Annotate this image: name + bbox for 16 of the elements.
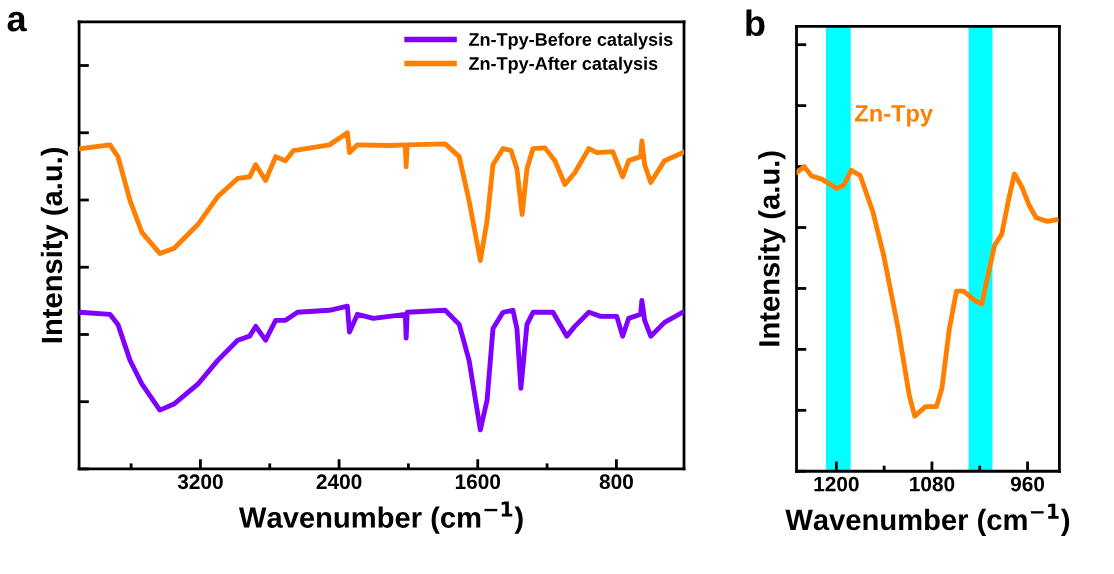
legend-label: Zn-Tpy-Before catalysis: [469, 32, 673, 50]
x-axis-title: Wavenumber (cm$^{−1}$): [785, 503, 1070, 536]
x-tick-label: 1080: [910, 476, 955, 492]
chart-title: a: [7, 11, 27, 32]
x-tick-label: 3200: [177, 474, 223, 490]
x-tick-label: 1600: [455, 474, 501, 490]
x-tick-label: 960: [1010, 476, 1045, 492]
legend-label: Zn-Tpy-After catalysis: [469, 56, 658, 74]
x-tick-label: 1200: [814, 476, 859, 492]
x-tick-label: 2400: [316, 474, 362, 490]
x-tick-label: 800: [599, 474, 633, 490]
y-axis-title: Intensity (a.u.): [758, 151, 786, 346]
y-axis-title: Intensity (a.u.): [40, 147, 68, 343]
x-axis-title: Wavenumber (cm$^{−1}$): [238, 501, 523, 534]
chart-title: b: [746, 9, 765, 37]
series-label: Zn-Tpy: [855, 105, 933, 127]
